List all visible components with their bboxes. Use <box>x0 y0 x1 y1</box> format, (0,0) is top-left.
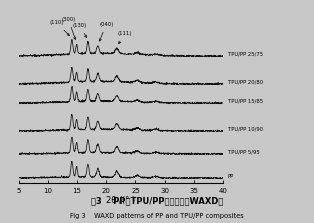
Text: (130): (130) <box>73 23 87 37</box>
Text: (110): (110) <box>50 21 69 36</box>
Text: TPU/PP 20/80: TPU/PP 20/80 <box>228 80 263 85</box>
Text: TPU/PP 15/85: TPU/PP 15/85 <box>228 99 263 104</box>
Text: PP: PP <box>228 174 234 179</box>
Text: (111): (111) <box>118 31 132 43</box>
Text: Fig 3    WAXD patterns of PP and TPU/PP composites: Fig 3 WAXD patterns of PP and TPU/PP com… <box>70 213 244 219</box>
Text: TPU/PP 10/90: TPU/PP 10/90 <box>228 127 263 132</box>
X-axis label: 2θ /(° ): 2θ /(° ) <box>106 196 135 206</box>
Text: (300): (300) <box>61 17 76 39</box>
Text: 图3    PP及TPU/PP复合材料的WAXD图: 图3 PP及TPU/PP复合材料的WAXD图 <box>91 196 223 205</box>
Text: TPU/PP 25/75: TPU/PP 25/75 <box>228 52 263 57</box>
Text: TPU/PP 5/95: TPU/PP 5/95 <box>228 150 259 155</box>
Text: (040): (040) <box>99 22 113 41</box>
